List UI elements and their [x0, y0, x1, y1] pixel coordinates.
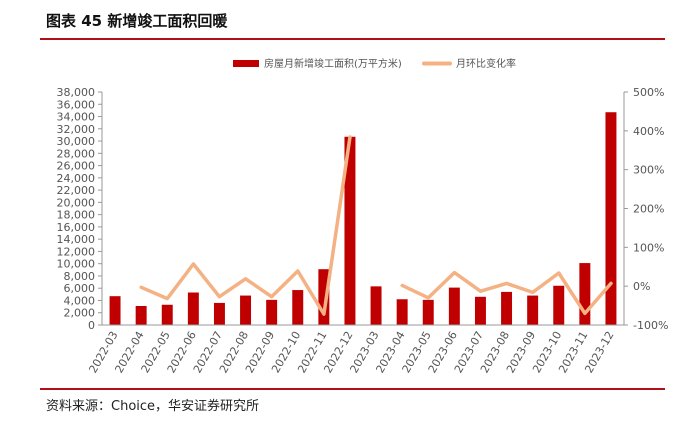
- bar: [396, 299, 408, 325]
- left-tick-label: 18,000: [57, 209, 96, 222]
- right-tick-label: 400%: [633, 125, 664, 138]
- header-divider: [40, 38, 665, 40]
- bar: [605, 112, 617, 325]
- left-axis: 02,0004,0006,0008,00010,00012,00014,0001…: [57, 86, 103, 332]
- left-tick-label: 10,000: [57, 258, 96, 271]
- bar: [370, 286, 382, 325]
- left-tick-label: 24,000: [57, 172, 96, 185]
- left-tick-label: 12,000: [57, 245, 96, 258]
- left-tick-label: 28,000: [57, 147, 96, 160]
- chart-title: 图表 45 新增竣工面积回暖: [46, 12, 228, 30]
- left-tick-label: 14,000: [57, 233, 96, 246]
- right-tick-label: 200%: [633, 203, 664, 216]
- x-axis: 2022-032022-042022-052022-062022-072022-…: [86, 324, 624, 375]
- chart-legend: 房屋月新增竣工面积(万平方米) 月环比变化率: [233, 57, 516, 70]
- left-tick-label: 30,000: [57, 135, 96, 148]
- left-tick-label: 8,000: [64, 270, 96, 283]
- series-line: [400, 270, 613, 316]
- right-tick-label: -100%: [633, 319, 668, 332]
- bar: [213, 302, 225, 325]
- bar: [109, 296, 121, 325]
- left-tick-label: 32,000: [57, 123, 96, 136]
- bar-series: [109, 112, 617, 325]
- footer-divider: [40, 388, 665, 390]
- legend-line-label: 月环比变化率: [456, 57, 516, 70]
- bar: [240, 295, 252, 325]
- bar: [266, 299, 278, 325]
- left-tick-label: 20,000: [57, 196, 96, 209]
- right-axis: -100% 0% 100% 200% 300% 400% 500%: [623, 86, 668, 332]
- bar: [474, 296, 486, 325]
- bar: [344, 136, 356, 325]
- right-tick-label: 100%: [633, 241, 664, 254]
- left-tick-label: 0: [88, 319, 95, 332]
- bar: [553, 285, 565, 325]
- left-tick-label: 16,000: [57, 221, 96, 234]
- source-note: 资料来源：Choice，华安证券研究所: [46, 399, 260, 414]
- chart-header: 图表 45 新增竣工面积回暖: [0, 0, 687, 40]
- left-tick-label: 26,000: [57, 160, 96, 173]
- bar: [422, 299, 434, 325]
- left-tick-label: 4,000: [64, 294, 96, 307]
- right-tick-label: 0%: [633, 280, 650, 293]
- left-tick-label: 22,000: [57, 184, 96, 197]
- left-tick-label: 6,000: [64, 282, 96, 295]
- left-tick-label: 2,000: [64, 307, 96, 320]
- bar: [318, 269, 330, 325]
- bar: [187, 292, 199, 325]
- bar: [579, 263, 591, 325]
- bar: [161, 304, 173, 325]
- right-tick-label: 300%: [633, 164, 664, 177]
- legend-bar-label: 房屋月新增竣工面积(万平方米): [264, 57, 402, 70]
- left-tick-label: 38,000: [57, 86, 96, 99]
- bar: [135, 305, 147, 325]
- bar: [448, 287, 460, 325]
- bar: [501, 291, 513, 325]
- series-line: [139, 135, 352, 316]
- right-tick-label: 500%: [633, 86, 664, 99]
- left-tick-label: 36,000: [57, 98, 96, 111]
- legend-bar-swatch: [233, 60, 259, 67]
- left-tick-label: 34,000: [57, 111, 96, 124]
- bar: [527, 295, 539, 325]
- line-series: [139, 135, 613, 316]
- bar: [292, 290, 304, 325]
- combo-chart: 房屋月新增竣工面积(万平方米) 月环比变化率 02,0004,0006,0008…: [57, 57, 669, 375]
